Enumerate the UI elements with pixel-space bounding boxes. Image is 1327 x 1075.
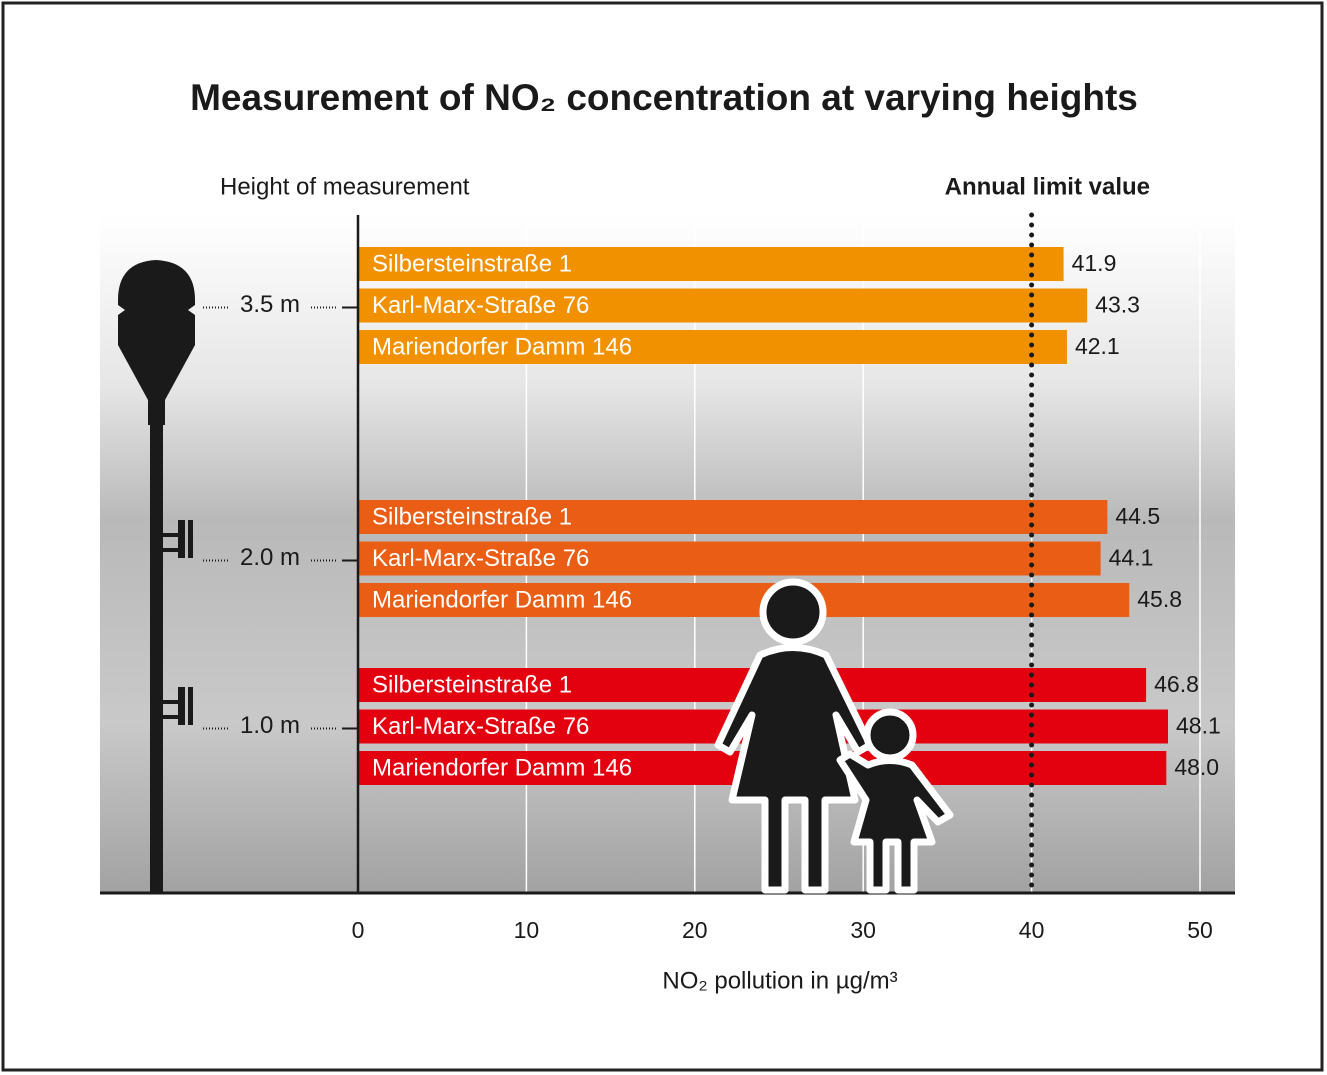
x-tick-label: 0 bbox=[352, 917, 365, 943]
chart-title: Measurement of NO₂ concentration at vary… bbox=[190, 77, 1138, 118]
value-label: 45.8 bbox=[1137, 586, 1182, 612]
bar-category-label: Karl-Marx-Straße 76 bbox=[372, 292, 589, 319]
value-label: 41.9 bbox=[1072, 250, 1117, 276]
x-axis-title: NO₂ pollution in µg/m³ bbox=[662, 967, 897, 994]
value-label: 42.1 bbox=[1075, 333, 1120, 359]
value-label: 48.0 bbox=[1174, 754, 1219, 780]
value-label: 44.1 bbox=[1109, 545, 1154, 571]
value-label: 44.5 bbox=[1115, 503, 1160, 529]
x-tick-label: 10 bbox=[514, 917, 540, 943]
chart: Silbersteinstraße 1 41.9 Karl-Marx-Straße … bbox=[0, 0, 1327, 1075]
bar-category-label: Mariendorfer Damm 146 bbox=[372, 333, 632, 360]
bar-category-label: Mariendorfer Damm 146 bbox=[372, 754, 632, 781]
bar-category-label: Silbersteinstraße 1 bbox=[372, 503, 572, 530]
x-tick-label: 20 bbox=[682, 917, 708, 943]
bar-category-label: Karl-Marx-Straße 76 bbox=[372, 545, 589, 572]
value-label: 43.3 bbox=[1095, 292, 1140, 318]
x-tick-label: 40 bbox=[1019, 917, 1045, 943]
y-axis-title: Height of measurement bbox=[220, 173, 470, 200]
limit-label: Annual limit value bbox=[945, 173, 1150, 200]
bar-category-label: Mariendorfer Damm 146 bbox=[372, 586, 632, 613]
x-tick-label: 50 bbox=[1187, 917, 1213, 943]
bar-category-label: Silbersteinstraße 1 bbox=[372, 671, 572, 698]
height-label: 2.0 m bbox=[240, 544, 300, 571]
height-label: 1.0 m bbox=[240, 712, 300, 739]
bar-category-label: Karl-Marx-Straße 76 bbox=[372, 713, 589, 740]
bar-category-label: Silbersteinstraße 1 bbox=[372, 250, 572, 277]
value-label: 48.1 bbox=[1176, 713, 1221, 739]
height-label: 3.5 m bbox=[240, 291, 300, 318]
x-tick-label: 30 bbox=[850, 917, 876, 943]
value-label: 46.8 bbox=[1154, 671, 1199, 697]
